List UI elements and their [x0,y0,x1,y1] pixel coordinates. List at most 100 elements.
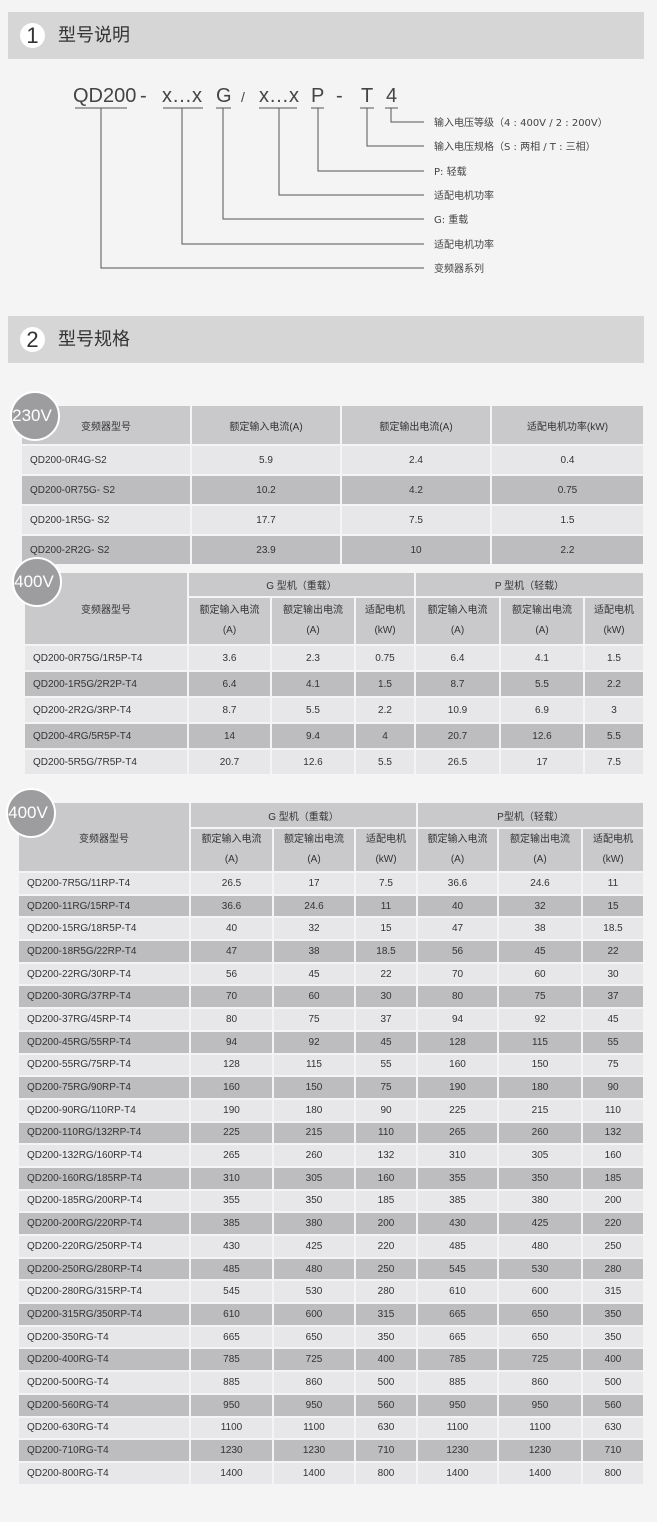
cell-value: 220 [581,1211,645,1236]
cell-value: 610 [416,1279,499,1305]
sub-header-label: 额定输入电流 [201,834,262,845]
cell-value: 8.7 [414,670,501,698]
cell-value: 430 [416,1211,499,1236]
cell-value: 17 [499,748,585,776]
cell-value: 5.5 [499,670,585,698]
cell-value: 860 [497,1370,583,1395]
table-row: QD200-0R75G- S2 10.2 4.2 0.75 [20,474,645,506]
table-row: QD200-185RG/200RP-T4 355 350 185 385 380 200 [17,1188,645,1214]
cell-value: 17 [272,871,356,896]
cell-value: 32 [272,916,356,942]
cell-value: 10.9 [414,696,501,724]
cell-value: 530 [497,1256,583,1282]
cell-value: 45 [354,1029,418,1055]
sub-header-label: 额定输入电流 [427,834,488,845]
sub-header-label: 适配电机 [594,605,634,616]
sub-header-label: 额定输出电流 [510,834,570,845]
sub-header-unit: (A) [450,625,465,636]
label-motor-power-g: 适配电机功率 [434,238,494,251]
cell-value: 20.7 [414,722,501,750]
cell-value: 94 [189,1029,274,1055]
cell-model: QD200-200RG/220RP-T4 [17,1211,191,1236]
code-dash: - [140,85,147,107]
code-g: G [216,85,232,107]
cell-value: 355 [189,1188,274,1214]
cell-model: QD200-400RG-T4 [17,1347,191,1373]
cell-model: QD200-800RG-T4 [17,1460,191,1486]
cell-value: 2.3 [270,644,356,672]
table-row: QD200-710RG-T4 1230 1230 710 1230 1230 710 [17,1438,645,1463]
header-output-current: 额定输出电流(A) [340,404,492,446]
cell-model: QD200-500RG-T4 [17,1370,191,1395]
cell-value: 315 [581,1279,645,1305]
spec-table-400v-small: 变频器型号 G 型机（重载） P 型机（轻载） 额定输入电流 (A) 额定输出电流 (… [23,571,645,776]
cell-value: 47 [416,916,499,942]
cell-value: 45 [497,939,583,964]
sub-header: 额定输出电流 (A) [270,596,356,646]
cell-value: 23.9 [190,534,342,566]
cell-value: 180 [497,1075,583,1100]
cell-value: 80 [416,984,499,1010]
cell-value: 260 [272,1143,356,1168]
header-text: 变频器型号 [81,421,131,433]
model-code-diagram: QD200 - x…x G / x…x P - T 4 输入电压等级（4 : 4… [73,85,608,275]
cell-value: 60 [272,984,356,1010]
cell-value: 725 [272,1347,356,1373]
cell-model: QD200-1R5G- S2 [20,504,192,536]
cell-value: 710 [354,1438,418,1463]
cell-value: 40 [416,893,499,919]
cell-value: 480 [272,1256,356,1282]
cell-value: 425 [272,1234,356,1259]
cell-value: 15 [581,893,645,919]
cell-model: QD200-110RG/132RP-T4 [17,1120,191,1146]
code-p: P [311,85,324,107]
cell-value: 160 [189,1075,274,1100]
cell-value: 650 [272,1324,356,1350]
cell-model: QD200-1R5G/2R2P-T4 [23,670,189,698]
cell-value: 160 [416,1052,499,1078]
cell-value: 4.1 [499,644,585,672]
cell-model: QD200-220RG/250RP-T4 [17,1234,191,1259]
cell-value: 0.75 [490,474,645,506]
cell-value: 56 [416,939,499,964]
table-row: QD200-90RG/110RP-T4 190 180 90 225 215 110 [17,1097,645,1123]
cell-value: 280 [581,1256,645,1282]
cell-value: 185 [581,1165,645,1191]
sub-header-unit: (kW) [374,625,396,636]
cell-value: 1100 [497,1415,583,1441]
cell-value: 0.75 [354,644,416,672]
cell-value: 92 [497,1007,583,1032]
cell-value: 3 [583,696,645,724]
cell-model: QD200-55RG/75RP-T4 [17,1052,191,1078]
table-row: QD200-11RG/15RP-T4 36.6 24.6 11 40 32 15 [17,893,645,919]
cell-value: 20.7 [187,748,272,776]
cell-value: 36.6 [416,871,499,896]
cell-value: 5.5 [583,722,645,750]
cell-model: QD200-185RG/200RP-T4 [17,1188,191,1214]
cell-value: 545 [189,1279,274,1305]
label-g-heavy-load: G: 重载 [434,213,468,226]
cell-model: QD200-560RG-T4 [17,1392,191,1418]
cell-value: 350 [497,1165,583,1191]
table-row: QD200-315RG/350RP-T4 610 600 315 665 650 350 [17,1302,645,1327]
cell-value: 47 [189,939,274,964]
table-row: QD200-200RG/220RP-T4 385 380 200 430 425 220 [17,1211,645,1236]
header-model: 变频器型号 [23,571,189,646]
cell-model: QD200-37RG/45RP-T4 [17,1007,191,1032]
table-row: QD200-37RG/45RP-T4 80 75 37 94 92 45 [17,1007,645,1032]
cell-value: 22 [354,961,418,987]
cell-value: 115 [272,1052,356,1078]
sub-header: 额定输出电流 (A) [272,827,356,873]
cell-model: QD200-280RG/315RP-T4 [17,1279,191,1305]
cell-value: 385 [189,1211,274,1236]
cell-value: 400 [581,1347,645,1373]
cell-value: 132 [354,1143,418,1168]
cell-value: 220 [354,1234,418,1259]
table-row: QD200-630RG-T4 1100 1100 630 1100 1100 630 [17,1415,645,1441]
sub-header: 额定输入电流 (A) [414,596,501,646]
cell-value: 1400 [416,1460,499,1486]
cell-value: 6.4 [187,670,272,698]
table-row: QD200-350RG-T4 665 650 350 665 650 350 [17,1324,645,1350]
cell-value: 90 [354,1097,418,1123]
header-group-g: G 型机（重载） [187,571,416,598]
